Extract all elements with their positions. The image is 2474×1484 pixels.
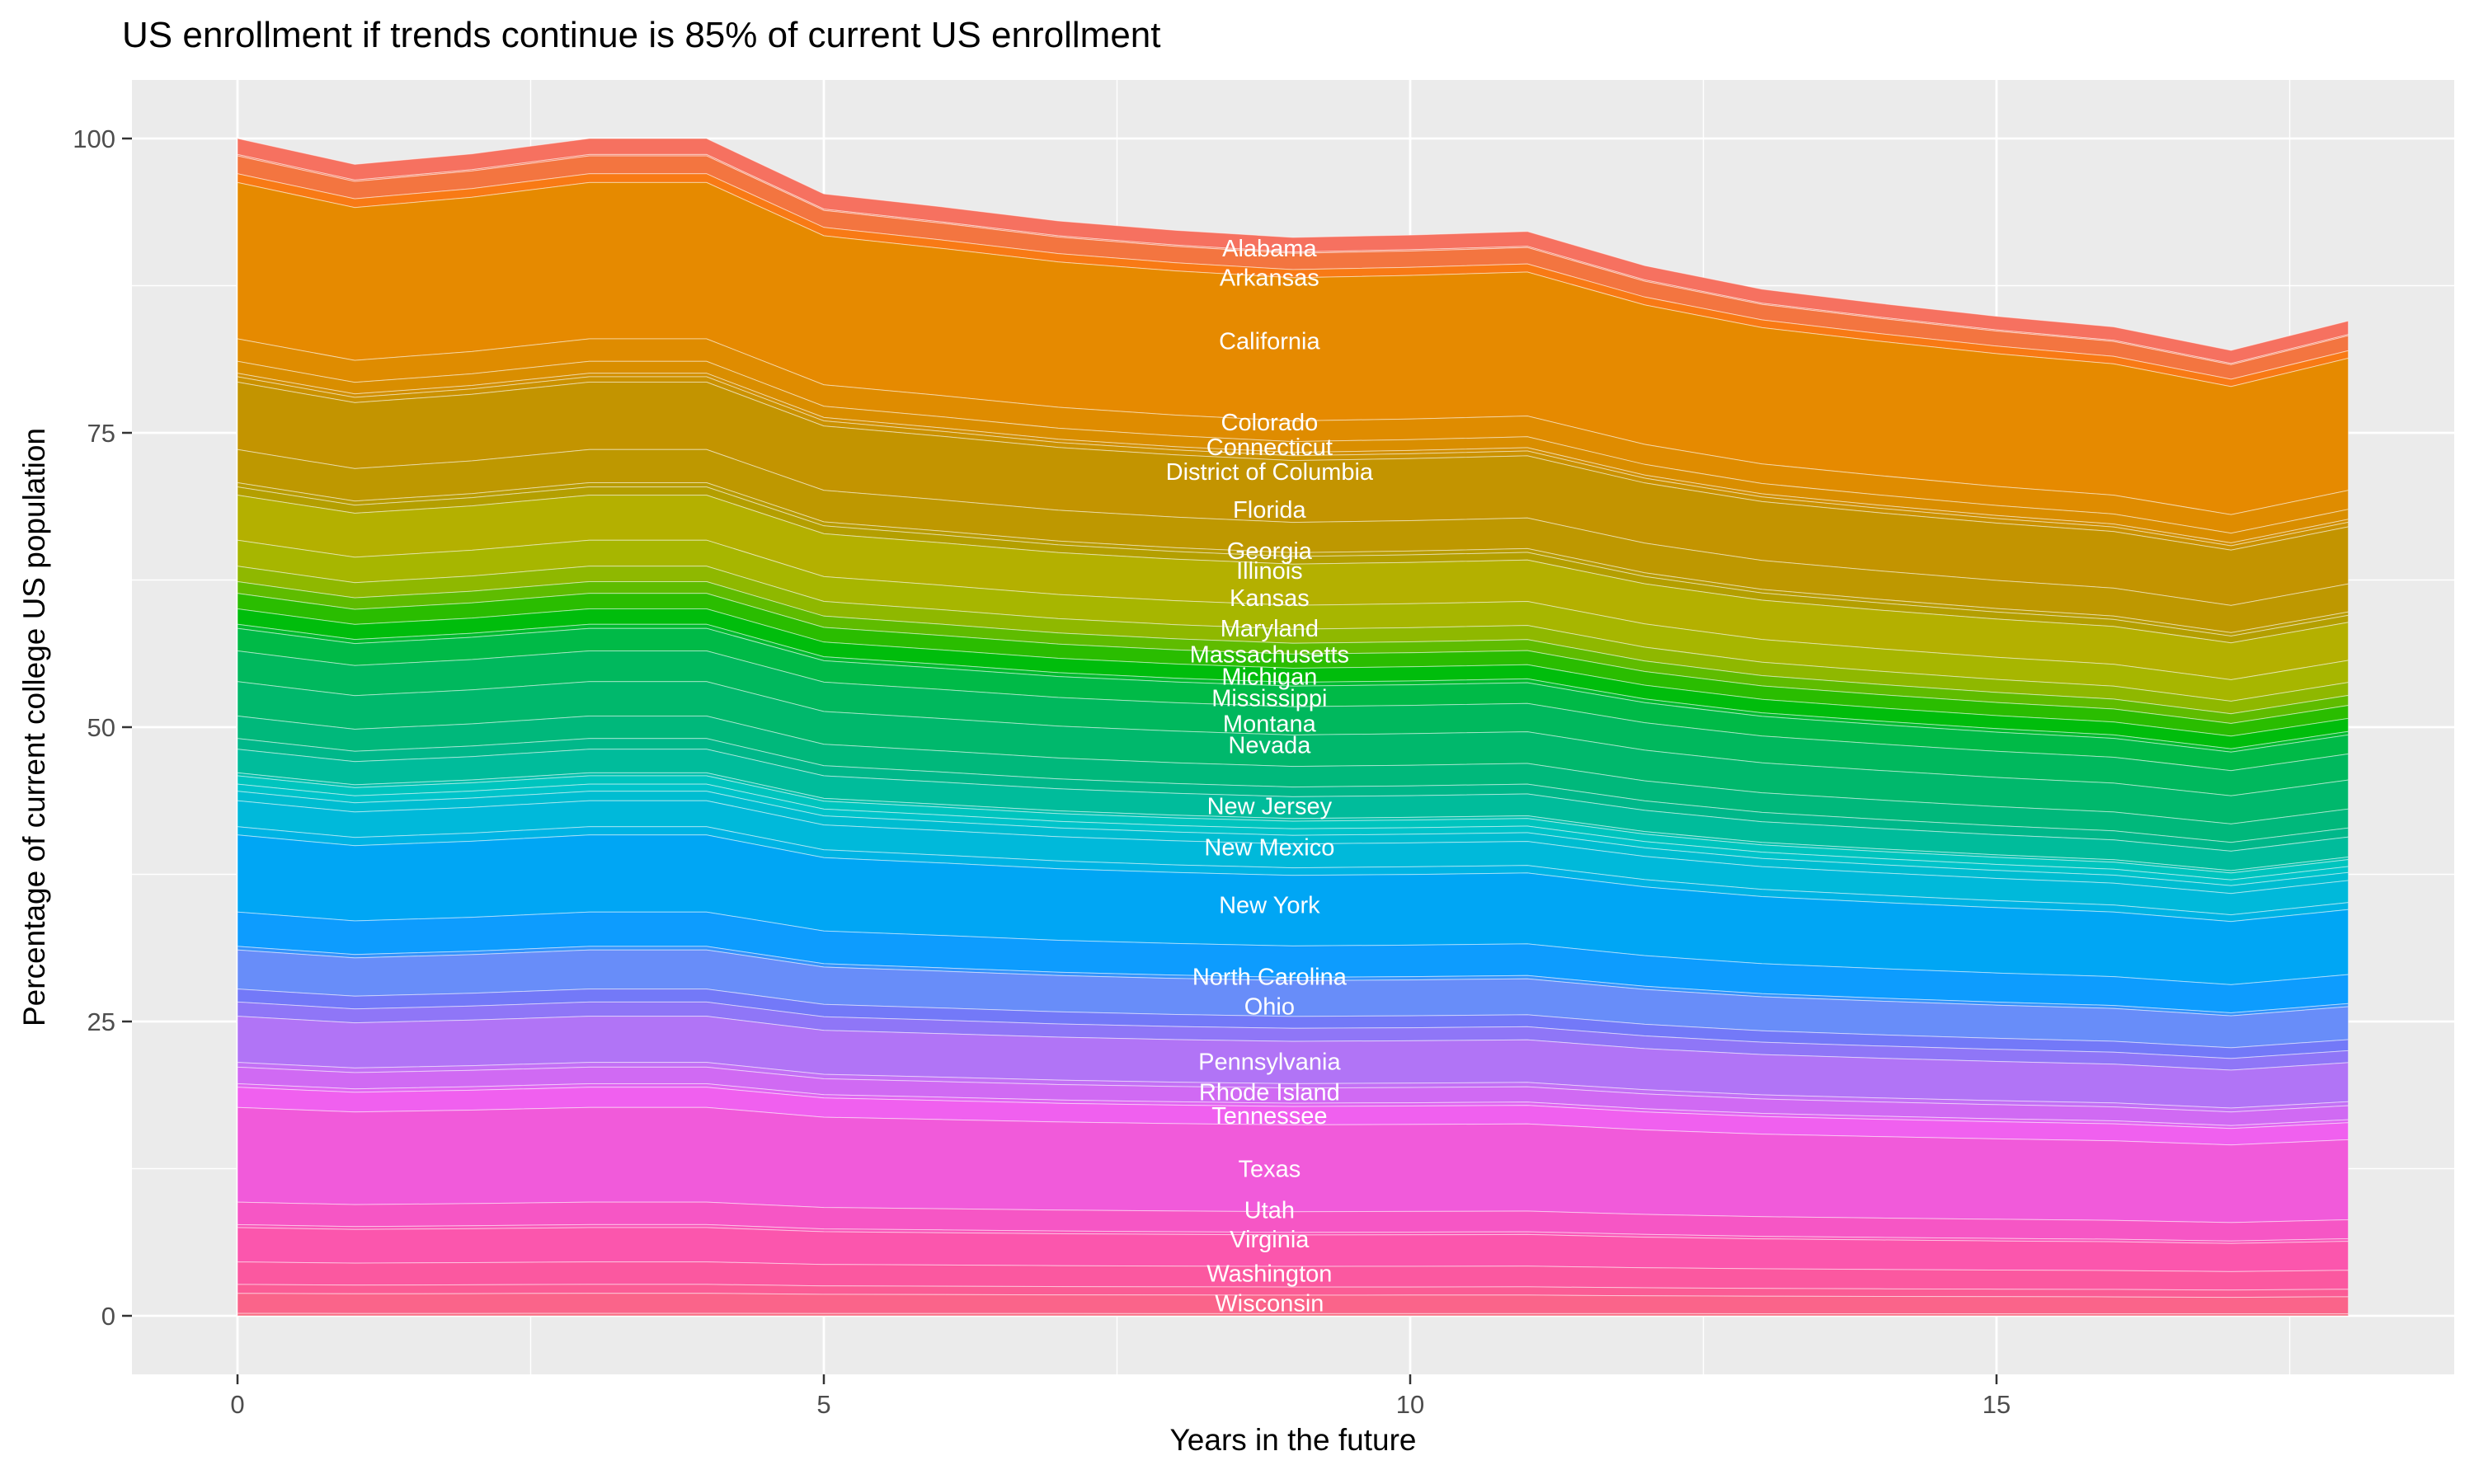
state-label-california: California <box>1219 329 1320 355</box>
state-label-kansas: Kansas <box>1230 585 1310 612</box>
state-label-florida: Florida <box>1233 497 1307 524</box>
state-label-ohio: Ohio <box>1244 993 1295 1020</box>
state-label-mississippi: Mississippi <box>1211 685 1327 711</box>
y-tick-label: 25 <box>87 1007 115 1036</box>
band-labels: Alabama Arkansas California ColoradoConnect… <box>1166 236 1374 1317</box>
x-tick-label: 5 <box>816 1390 830 1419</box>
state-label-wisconsin: Wisconsin <box>1215 1290 1324 1317</box>
state-label-tennessee: Tennessee <box>1211 1103 1327 1129</box>
y-tick-label: 50 <box>87 713 115 742</box>
state-label-connecticut: Connecticut <box>1206 434 1333 461</box>
state-label-district-of-columbia: District of Columbia <box>1166 459 1374 486</box>
state-label-virginia: Virginia <box>1230 1227 1310 1253</box>
y-tick-label: 100 <box>73 124 115 153</box>
state-label-massachusetts: Massachusetts <box>1190 641 1349 668</box>
x-tick-label: 0 <box>230 1390 244 1419</box>
area-band-wyoming <box>237 1313 2349 1317</box>
state-label-georgia: Georgia <box>1227 538 1313 565</box>
state-label-arkansas: Arkansas <box>1220 265 1319 292</box>
state-label-michigan: Michigan <box>1221 665 1317 691</box>
state-label-maryland: Maryland <box>1221 616 1319 642</box>
chart-title: US enrollment if trends continue is 85% … <box>122 15 1161 55</box>
state-label-new-mexico: New Mexico <box>1204 835 1334 862</box>
state-label-alabama: Alabama <box>1222 236 1317 262</box>
state-label-pennsylvania: Pennsylvania <box>1198 1050 1341 1076</box>
state-label-montana: Montana <box>1223 711 1317 738</box>
y-axis-title: Percentage of current college US populat… <box>17 427 51 1027</box>
state-label-nevada: Nevada <box>1228 732 1311 758</box>
state-label-utah: Utah <box>1244 1197 1295 1223</box>
state-label-texas: Texas <box>1238 1157 1300 1183</box>
x-tick-label: 10 <box>1396 1390 1424 1419</box>
x-axis-title: Years in the future <box>1169 1423 1417 1457</box>
y-tick-label: 0 <box>101 1302 115 1331</box>
area-bands <box>237 138 2349 1317</box>
y-tick-label: 75 <box>87 419 115 448</box>
state-label-illinois: Illinois <box>1236 558 1303 585</box>
state-label-new-york: New York <box>1219 893 1320 919</box>
axes: 0 25 50 75 100 0 5 10 15 <box>73 124 2011 1419</box>
state-label-north-carolina: North Carolina <box>1192 965 1348 991</box>
state-label-colorado: Colorado <box>1221 410 1319 436</box>
state-label-new-jersey: New Jersey <box>1207 794 1333 820</box>
state-label-washington: Washington <box>1206 1261 1332 1288</box>
x-tick-label: 15 <box>1982 1390 2011 1419</box>
state-label-rhode-island: Rhode Island <box>1199 1080 1340 1106</box>
